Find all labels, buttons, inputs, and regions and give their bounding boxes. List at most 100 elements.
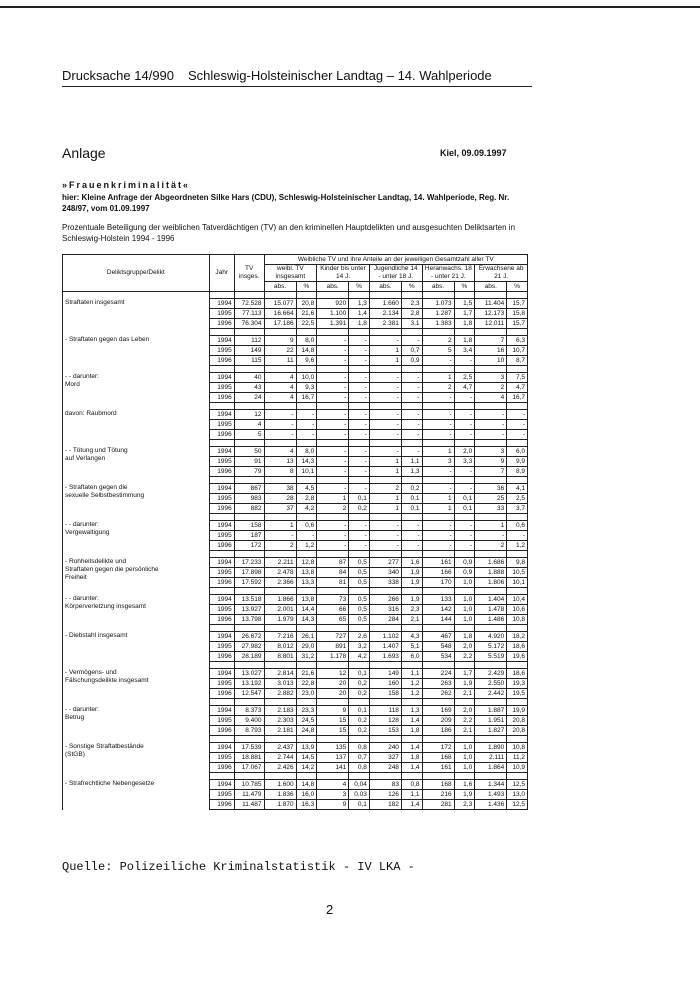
spacer-cell (295, 513, 318, 521)
value-cell: 0,5 (348, 594, 370, 605)
value-cell: 920 (316, 298, 350, 309)
value-cell: - (421, 409, 455, 420)
spacer-cell (295, 772, 318, 780)
value-cell: 0,6 (295, 520, 318, 531)
value-cell: 2.183 (263, 705, 297, 716)
value-cell: 4 (263, 382, 297, 393)
value-cell: 2.442 (474, 688, 508, 699)
data-row: 1996 5- - - - - - - - - - (63, 429, 528, 440)
annex-subject: hier: Kleine Anfrage der Abgeordneten Si… (62, 193, 510, 213)
annex-label: Anlage (62, 145, 106, 161)
value-cell: 158 (233, 520, 265, 531)
row-label: - - darunter: Betrug (62, 705, 210, 736)
value-cell: - (348, 372, 370, 383)
value-cell: 2 (474, 382, 508, 393)
spacer-cell (453, 476, 476, 484)
spacer-cell (421, 550, 455, 558)
value-cell: 327 (368, 752, 402, 763)
value-cell: 2,3 (400, 298, 423, 309)
value-cell: 7 (474, 335, 508, 346)
spacer-cell (368, 735, 402, 743)
year-cell: 1995 (208, 456, 235, 467)
year-cell: 1996 (208, 429, 235, 440)
spacer-cell (316, 439, 350, 447)
value-cell: - (316, 429, 350, 440)
value-cell: - (453, 530, 476, 541)
value-cell: 1,2 (506, 540, 528, 551)
spacer-cell (295, 365, 318, 373)
value-cell: - (295, 409, 318, 420)
value-cell: 77.113 (233, 308, 265, 319)
value-cell: 2.134 (368, 308, 402, 319)
value-cell: - (453, 409, 476, 420)
value-cell: 10,7 (506, 345, 528, 356)
spacer-cell (62, 476, 210, 484)
spacer-cell (348, 772, 370, 780)
value-cell: 0,5 (348, 557, 370, 568)
group-header: Kinder bis unter 14 J. (316, 264, 370, 282)
year-cell: 1994 (208, 446, 235, 457)
spacer-cell (233, 365, 265, 373)
spacer-row (62, 772, 528, 780)
spacer-cell (295, 550, 318, 558)
label-line: - Straftaten gegen das Leben (65, 335, 150, 343)
value-cell: 1.407 (368, 641, 402, 652)
data-row: - Diebstahl insgesamt 1994 26.672 7.216 26,1… (62, 631, 528, 662)
value-cell: 9 (474, 456, 508, 467)
value-cell: 266 (368, 594, 402, 605)
value-cell: - (348, 382, 370, 393)
year-cell: 1995 (208, 678, 235, 689)
value-cell: 126 (368, 789, 402, 800)
table-head: Deliktsgruppe/Delikt Jahr TV insges. Weibli… (62, 254, 529, 292)
value-cell: 0,1 (453, 503, 476, 514)
data-row: 1995 11.479 1.836 16,0 3 0,03 126 1,1 216 1,9 1.49… (63, 789, 528, 800)
value-cell: 4,3 (400, 631, 423, 642)
value-cell: 2.181 (263, 725, 297, 736)
value-cell: 262 (421, 688, 455, 699)
spacer-cell (233, 624, 265, 632)
value-cell: 2.111 (474, 752, 508, 763)
value-cell: 0,9 (453, 567, 476, 578)
spacer-cell (474, 698, 508, 706)
parliament: Schleswig-Holsteinischer Landtag – 14. W… (188, 68, 492, 83)
year-cell: 1995 (208, 641, 235, 652)
value-cell: - (400, 409, 423, 420)
sub-header: abs. (421, 281, 455, 292)
spacer-cell (368, 587, 402, 595)
spacer-cell (400, 550, 423, 558)
value-cell: 133 (421, 594, 455, 605)
value-cell: 12,5 (506, 779, 528, 790)
value-cell: 1 (368, 503, 402, 514)
value-cell: 2.478 (263, 567, 297, 578)
spacer-cell (368, 402, 402, 410)
value-cell: 16.664 (263, 308, 297, 319)
value-cell: 1,9 (453, 789, 476, 800)
value-cell: 23,3 (295, 705, 318, 716)
value-cell: 1,9 (400, 594, 423, 605)
value-cell: 2,0 (453, 446, 476, 457)
value-cell: 0,1 (400, 493, 423, 504)
data-row: - Rohheitsdelikte und Straftaten gegen di… (62, 557, 528, 588)
value-cell: 17.186 (263, 318, 297, 329)
value-cell: 1,0 (453, 752, 476, 763)
value-cell: 160 (368, 678, 402, 689)
value-cell: - (263, 409, 297, 420)
value-cell: 5.172 (474, 641, 508, 652)
value-cell: - (368, 429, 402, 440)
value-cell: - (474, 429, 508, 440)
value-cell: - (453, 392, 476, 403)
value-cell: 2.211 (263, 557, 297, 568)
spacer-cell (421, 476, 455, 484)
value-cell: 1,9 (400, 577, 423, 588)
value-cell: 73 (316, 594, 350, 605)
value-cell: 4 (263, 372, 297, 383)
value-cell: - (474, 409, 508, 420)
value-cell: 5.519 (474, 651, 508, 662)
spacer-cell (421, 365, 455, 373)
label-line: Straftaten gegen die persönliche (65, 565, 159, 573)
year-cell: 1995 (208, 530, 235, 541)
spacer-cell (233, 439, 265, 447)
value-cell: - (368, 335, 402, 346)
value-cell: 1 (368, 466, 402, 477)
value-cell: 13 (263, 456, 297, 467)
